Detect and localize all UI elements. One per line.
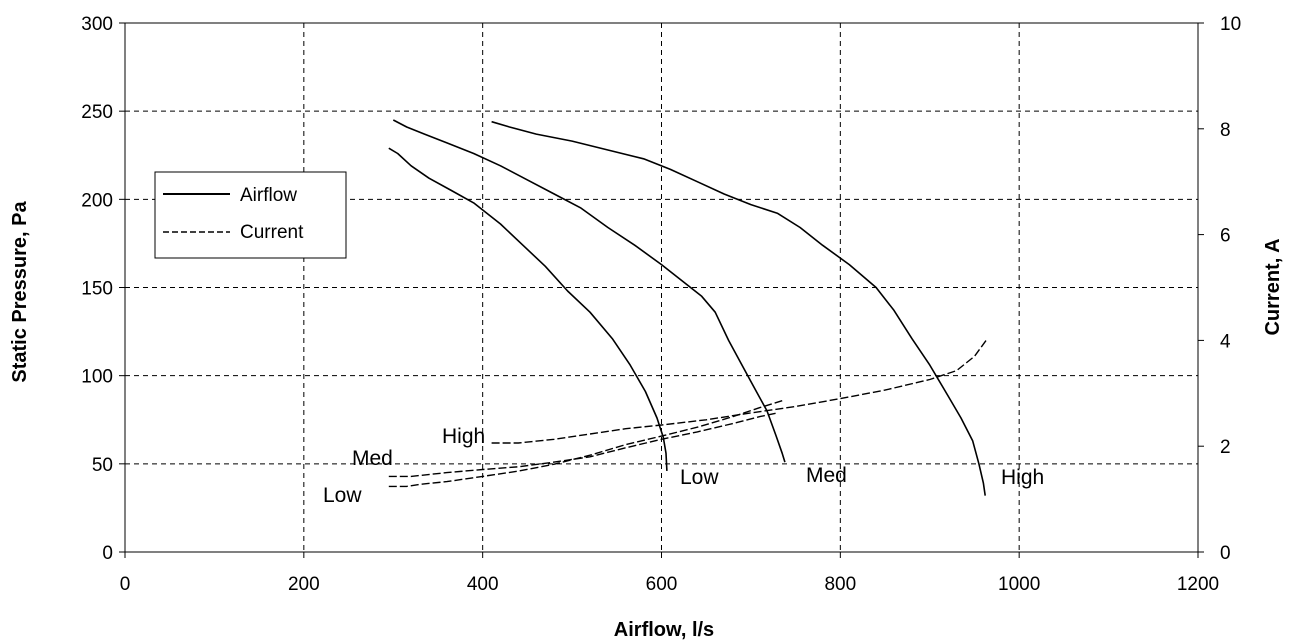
series [388,119,987,496]
y-left-tick-label: 0 [102,543,113,564]
grid [125,23,1198,552]
y-axis-right-title: Current, A [1262,238,1284,335]
curve-label-airflow-med: Med [806,464,847,487]
series-airflow-med [392,119,786,463]
curve-label-airflow-low: Low [680,466,719,489]
curve-label-current-low: Low [323,484,362,507]
legend-label-current: Current [240,222,304,243]
y-axis-left-title: Static Pressure, Pa [9,201,31,383]
y-left-tick-label: 300 [81,14,113,35]
legend: Airflow Current [154,171,347,259]
x-axis-title: Airflow, l/s [614,619,714,641]
y-right-tick-label: 2 [1220,437,1231,458]
legend-box [154,171,347,259]
series-current-low [388,400,783,488]
x-tick-label: 800 [824,574,856,595]
y-right-tick-label: 6 [1220,226,1231,247]
curve-label-current-high: High [442,425,485,448]
y-left-tick-label: 200 [81,190,113,211]
curve-label-airflow-high: High [1001,466,1044,489]
curve-label-current-med: Med [352,447,393,470]
y-left-tick-label: 50 [92,455,113,476]
x-tick-label: 200 [288,574,320,595]
y-right-tick-label: 4 [1220,331,1231,352]
x-tick-label: 0 [120,574,131,595]
y-right-tick-label: 8 [1220,120,1231,141]
legend-label-airflow: Airflow [240,185,297,206]
series-airflow-high [491,120,986,496]
x-tick-label: 1200 [1177,574,1219,595]
x-tick-label: 1000 [998,574,1040,595]
x-tick-label: 400 [467,574,499,595]
y-left-tick-label: 250 [81,102,113,123]
y-left-tick-label: 100 [81,367,113,388]
series-current-high [491,339,987,444]
y-right-tick-label: 0 [1220,543,1231,564]
y-left-tick-label: 150 [81,279,113,300]
y-right-tick-label: 10 [1220,14,1241,35]
series-current-med [388,412,778,478]
series-airflow-low [388,147,668,471]
x-tick-label: 600 [646,574,678,595]
axis-ticks: 0 200 400 600 800 1000 12000501001502002503000… [81,14,1241,595]
